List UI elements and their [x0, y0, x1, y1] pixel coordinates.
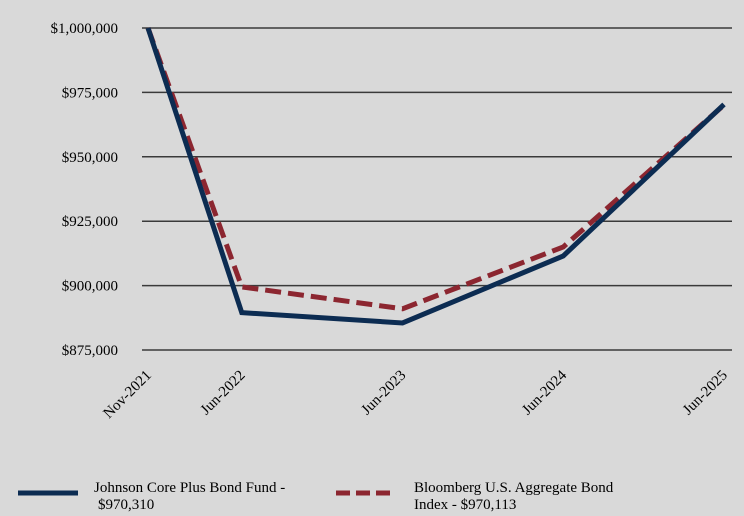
series-line-index — [145, 27, 726, 312]
legend-swatch-fund — [18, 490, 78, 496]
legend: Johnson Core Plus Bond Fund - $970,310 B… — [0, 474, 744, 516]
x-axis-tick-labels: Nov-2021 Jun-2022 Jun-2023 Jun-2024 Jun-2025 — [101, 367, 731, 422]
gridlines — [142, 27, 732, 351]
legend-swatch-index — [336, 490, 396, 496]
y-tick-label: $900,000 — [62, 279, 118, 295]
x-tick-label: Jun-2025 — [680, 368, 731, 419]
y-tick-label: $975,000 — [62, 85, 118, 101]
legend-label-fund-line2: $970,310 — [98, 497, 155, 513]
x-tick-label: Jun-2022 — [198, 368, 249, 419]
legend-label-index: Bloomberg U.S. Aggregate Bond Index - $9… — [414, 480, 714, 514]
series-lines — [145, 27, 726, 326]
legend-label-fund: Johnson Core Plus Bond Fund - $970,310 — [94, 480, 334, 514]
x-tick-label: Jun-2024 — [519, 367, 570, 418]
legend-label-fund-line1: Johnson Core Plus Bond Fund - — [94, 480, 286, 496]
x-tick-label: Jun-2023 — [359, 368, 410, 419]
legend-label-index-line2: Index - $970,113 — [414, 497, 517, 513]
y-tick-label: $1,000,000 — [51, 21, 119, 37]
line-chart: $875,000 $900,000 $925,000 $950,000 $975,000… — [51, 21, 732, 422]
y-tick-label: $925,000 — [62, 214, 118, 230]
y-tick-label: $875,000 — [62, 343, 118, 359]
series-line-fund — [145, 27, 726, 326]
legend-label-index-line1: Bloomberg U.S. Aggregate Bond — [414, 480, 614, 496]
y-tick-label: $950,000 — [62, 150, 118, 166]
x-tick-label: Nov-2021 — [101, 368, 155, 422]
y-axis-tick-labels: $875,000 $900,000 $925,000 $950,000 $975,000… — [51, 21, 119, 359]
